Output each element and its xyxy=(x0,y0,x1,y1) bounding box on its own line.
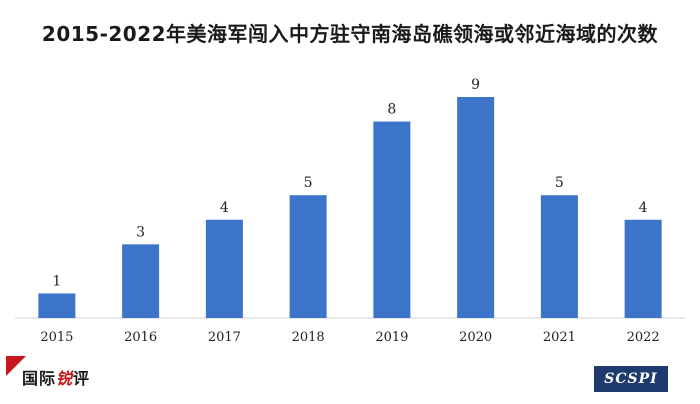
bar-value-labels: 1 3 4 5 8 9 5 4 xyxy=(52,77,647,289)
bars-group xyxy=(38,97,662,318)
x-tick-2015: 2015 xyxy=(40,330,73,345)
x-tick-2022: 2022 xyxy=(627,330,660,345)
bar-value-2016: 3 xyxy=(136,224,145,240)
bar-2019 xyxy=(373,121,411,318)
x-tick-2021: 2021 xyxy=(543,330,576,345)
bar-2017 xyxy=(205,219,243,318)
bar-2020 xyxy=(457,97,495,318)
bar-value-2021: 5 xyxy=(555,175,564,191)
bar-value-2015: 1 xyxy=(52,273,61,289)
bar-2018 xyxy=(289,195,327,318)
x-tick-2016: 2016 xyxy=(124,330,157,345)
guoji-ruiping-logo: 国际锐评 xyxy=(6,356,118,394)
logo-red-corner xyxy=(6,356,26,376)
chart-title: 2015-2022年美海军闯入中方驻守南海岛礁领海或邻近海域的次数 xyxy=(41,22,659,46)
logo-left-end: 评 xyxy=(73,369,91,388)
logo-left-main: 国际 xyxy=(22,369,57,388)
bar-2016 xyxy=(122,244,160,318)
x-tick-labels: 2015 2016 2017 2018 2019 2020 2021 2022 xyxy=(40,330,659,345)
x-tick-2019: 2019 xyxy=(375,330,408,345)
bar-value-2022: 4 xyxy=(639,200,648,216)
bar-value-2018: 5 xyxy=(304,175,313,191)
x-tick-2017: 2017 xyxy=(208,330,241,345)
bar-2015 xyxy=(38,293,76,318)
scspi-logo: SCSPI xyxy=(594,366,668,392)
bar-2021 xyxy=(540,195,578,318)
bar-value-2019: 8 xyxy=(387,102,396,118)
logo-left-text: 国际锐评 xyxy=(22,365,90,389)
bar-value-2017: 4 xyxy=(220,200,229,216)
logo-left-accent: 锐 xyxy=(56,369,74,388)
x-tick-2020: 2020 xyxy=(459,330,492,345)
bar-value-2020: 9 xyxy=(471,77,480,93)
x-tick-2018: 2018 xyxy=(292,330,325,345)
bar-2022 xyxy=(624,219,662,318)
